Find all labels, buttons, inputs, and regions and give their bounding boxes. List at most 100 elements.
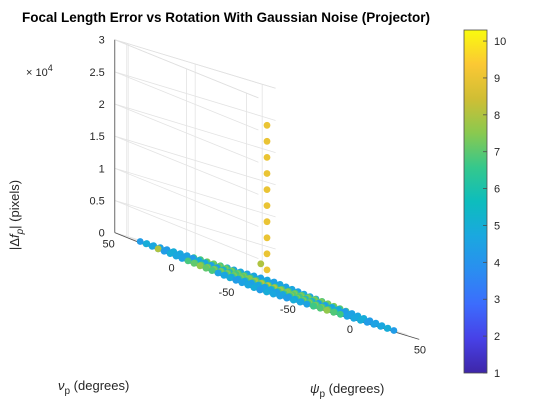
data-point bbox=[357, 317, 364, 324]
data-point bbox=[263, 288, 270, 296]
data-point bbox=[226, 274, 234, 282]
colorbar-tick-label: 4 bbox=[494, 257, 500, 269]
data-point bbox=[263, 250, 271, 258]
z-axis-label-prefix: |Δ bbox=[7, 238, 22, 250]
box-back-edge bbox=[114, 39, 259, 99]
colorbar-gradient bbox=[463, 29, 488, 374]
data-point bbox=[269, 290, 277, 298]
data-point bbox=[196, 262, 204, 270]
data-point bbox=[323, 306, 331, 314]
x-axis-label: ψp (degrees) bbox=[310, 381, 384, 400]
z-tick-label: 3 bbox=[99, 35, 105, 47]
data-point bbox=[263, 154, 271, 161]
x-tick-label: 50 bbox=[414, 344, 426, 356]
z-axis-label-suffix: | (pixels) bbox=[7, 180, 22, 229]
data-point bbox=[232, 276, 240, 284]
colorbar-tick-label: 7 bbox=[494, 147, 500, 159]
data-point bbox=[263, 186, 271, 194]
data-point bbox=[257, 260, 265, 268]
data-point bbox=[250, 284, 258, 291]
z-tick-label: 0.5 bbox=[89, 195, 104, 207]
data-point bbox=[283, 294, 291, 302]
colorbar-ticks: 1 2 3 4 5 6 7 8 9 10 bbox=[483, 36, 506, 380]
data-point bbox=[370, 321, 378, 328]
z-exponent-base: × 10 bbox=[26, 67, 48, 79]
data-point bbox=[178, 255, 186, 262]
x-axis-label-sub: p bbox=[319, 389, 325, 400]
data-point bbox=[244, 281, 252, 289]
colorbar-tick-label: 3 bbox=[494, 294, 500, 306]
data-point bbox=[383, 325, 391, 332]
x-tick-label: -50 bbox=[280, 304, 296, 316]
y-tick-label: 0 bbox=[168, 263, 174, 275]
box-back-edge bbox=[114, 39, 276, 89]
data-point bbox=[190, 259, 198, 267]
colorbar: 1 2 3 4 5 6 7 8 9 10 bbox=[463, 29, 506, 380]
z-axis-label-var: f bbox=[7, 233, 22, 238]
z-axis-label: |Δfp| (pixels) bbox=[7, 180, 26, 250]
data-point bbox=[390, 327, 398, 334]
colorbar-tick-label: 5 bbox=[494, 220, 500, 232]
z-tick-label: 1.5 bbox=[89, 131, 104, 143]
data-point bbox=[214, 269, 222, 277]
colorbar-tick-label: 1 bbox=[494, 368, 500, 380]
data-point bbox=[263, 234, 271, 242]
data-point bbox=[263, 266, 271, 274]
data-point bbox=[336, 310, 344, 318]
data-point bbox=[263, 170, 271, 177]
data-point bbox=[142, 240, 150, 248]
data-point bbox=[363, 319, 371, 326]
data-point bbox=[154, 245, 162, 253]
x-axis-label-units: (degrees) bbox=[325, 381, 384, 396]
z-axis-label-sub: p bbox=[15, 228, 26, 235]
data-point bbox=[343, 312, 351, 320]
data-point bbox=[166, 250, 174, 257]
y-axis-label-base: ν bbox=[58, 378, 65, 393]
data-point bbox=[148, 242, 156, 250]
data-point bbox=[160, 247, 168, 255]
y-axis-label-units: (degrees) bbox=[70, 378, 129, 393]
data-point bbox=[290, 296, 297, 304]
colorbar-tick-label: 9 bbox=[494, 73, 500, 85]
data-point bbox=[296, 298, 304, 306]
z-exponent-label: × 104 bbox=[26, 63, 53, 79]
data-point bbox=[350, 315, 358, 322]
z-tick-label: 2 bbox=[99, 99, 105, 111]
y-tick-label: 50 bbox=[103, 238, 115, 250]
y-tick-label: -50 bbox=[219, 287, 235, 299]
data-point bbox=[184, 257, 192, 265]
colorbar-tick-label: 2 bbox=[494, 331, 500, 343]
data-point bbox=[202, 264, 210, 272]
colorbar-tick-label: 10 bbox=[494, 36, 506, 48]
colorbar-tick-label: 8 bbox=[494, 110, 500, 122]
colorbar-tick-label: 6 bbox=[494, 184, 500, 196]
data-point bbox=[263, 137, 271, 145]
z-tick-label: 2.5 bbox=[89, 67, 104, 79]
data-point bbox=[136, 238, 144, 245]
data-point bbox=[276, 292, 284, 300]
data-point bbox=[303, 300, 311, 308]
data-point bbox=[172, 252, 180, 260]
data-point bbox=[330, 308, 337, 316]
data-point bbox=[256, 286, 264, 294]
data-point bbox=[263, 121, 271, 129]
data-point bbox=[208, 267, 216, 274]
y-axis-label: νp (degrees) bbox=[58, 378, 129, 397]
data-point bbox=[263, 202, 271, 210]
x-tick-label: 0 bbox=[347, 324, 353, 336]
y-axis-label-sub: p bbox=[65, 386, 71, 397]
z-tick-label: 1 bbox=[99, 163, 105, 175]
data-point bbox=[377, 323, 384, 330]
z-tick-label: 0 bbox=[99, 228, 105, 240]
data-point bbox=[310, 302, 317, 310]
data-point bbox=[220, 272, 228, 279]
data-points bbox=[136, 121, 398, 334]
data-point bbox=[263, 218, 271, 226]
x-axis-label-base: ψ bbox=[310, 381, 320, 396]
data-point bbox=[238, 279, 246, 287]
data-point bbox=[316, 304, 324, 312]
z-exponent-power: 4 bbox=[48, 63, 53, 73]
chart-title: Focal Length Error vs Rotation With Gaus… bbox=[22, 10, 430, 25]
